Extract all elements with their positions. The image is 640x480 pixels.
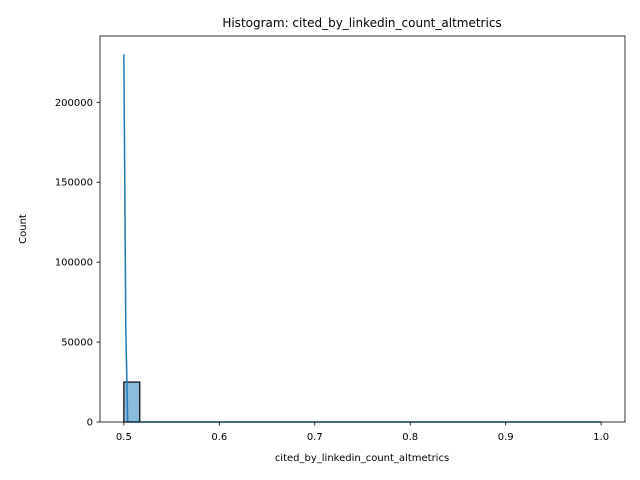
x-tick-label: 0.8 (402, 432, 418, 443)
y-axis-ticks: 0 50000 100000 150000 200000 (55, 98, 100, 429)
y-tick-label: 50000 (61, 338, 93, 349)
histogram-bar (123, 381, 141, 423)
x-tick-label: 0.7 (307, 432, 323, 443)
histogram-bars (123, 381, 141, 423)
y-tick-label: 100000 (55, 258, 93, 269)
x-tick-label: 1.0 (593, 432, 609, 443)
x-axis-label: cited_by_linkedin_count_altmetrics (275, 453, 449, 464)
y-axis-label: Count (18, 214, 29, 244)
y-tick-label: 150000 (55, 178, 93, 189)
kde-line (123, 54, 602, 423)
y-tick-label: 0 (87, 418, 93, 429)
chart-title: Histogram: cited_by_linkedin_count_altme… (222, 16, 501, 30)
y-tick-label: 200000 (55, 98, 93, 109)
x-tick-label: 0.6 (211, 432, 227, 443)
x-axis-ticks: 0.5 0.6 0.7 0.8 0.9 1.0 (116, 422, 609, 443)
x-tick-label: 0.5 (116, 432, 132, 443)
x-tick-label: 0.9 (498, 432, 514, 443)
plot-frame (99, 35, 626, 423)
